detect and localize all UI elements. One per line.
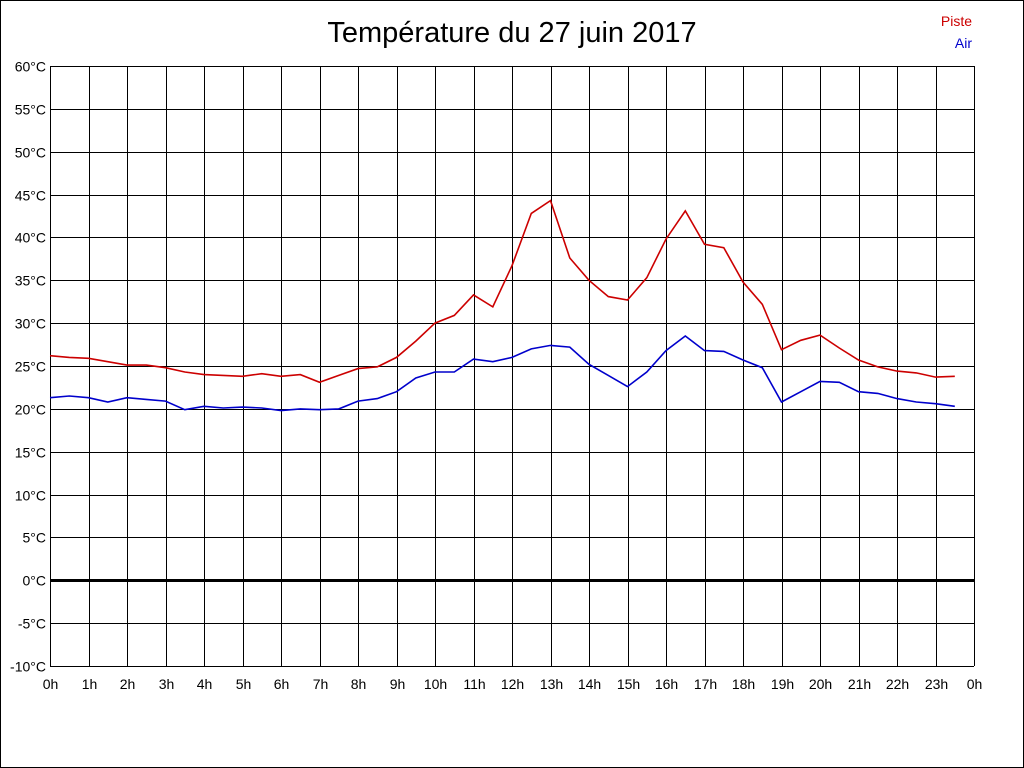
x-tick-label: 22h bbox=[886, 676, 909, 692]
y-tick-label: -10°C bbox=[10, 659, 46, 675]
x-tick-label: 3h bbox=[159, 676, 175, 692]
legend-piste: Piste bbox=[940, 13, 972, 29]
x-tick-label: 10h bbox=[424, 676, 447, 692]
x-tick-label: 17h bbox=[694, 676, 717, 692]
y-tick-label: 45°C bbox=[15, 188, 46, 204]
legend-air: Air bbox=[954, 35, 972, 51]
y-tick-label: 15°C bbox=[15, 445, 46, 461]
chart-title: Température du 27 juin 2017 bbox=[327, 17, 697, 49]
series-line-piste bbox=[49, 199, 955, 384]
y-tick-label: 55°C bbox=[15, 102, 46, 118]
y-tick-label: 40°C bbox=[15, 230, 46, 246]
x-tick-label: 4h bbox=[197, 676, 213, 692]
x-tick-label: 11h bbox=[463, 676, 485, 692]
y-tick-label: 0°C bbox=[23, 573, 47, 589]
x-tick-label: 16h bbox=[655, 676, 678, 692]
y-tick-label: 25°C bbox=[15, 359, 46, 375]
x-tick-label: 13h bbox=[540, 676, 563, 692]
grid bbox=[50, 66, 975, 667]
y-tick-label: 30°C bbox=[15, 316, 46, 332]
y-tick-label: 60°C bbox=[15, 59, 46, 75]
series-line-air bbox=[49, 334, 955, 412]
x-tick-label: 20h bbox=[809, 676, 832, 692]
y-tick-label: 5°C bbox=[23, 530, 47, 546]
x-tick-label: 7h bbox=[313, 676, 329, 692]
y-tick-label: 35°C bbox=[15, 273, 46, 289]
y-tick-label: -5°C bbox=[18, 616, 46, 632]
x-axis-labels: 0h 1h 2h 3h 4h 5h 6h 7h 8h 9h 10h 11h 12h 13h 14h 15h 16… bbox=[43, 676, 983, 692]
x-tick-label: 21h bbox=[848, 676, 871, 692]
x-tick-label: 6h bbox=[274, 676, 290, 692]
x-tick-label: 18h bbox=[732, 676, 755, 692]
x-tick-label: 23h bbox=[925, 676, 948, 692]
x-tick-label: 5h bbox=[236, 676, 252, 692]
y-tick-label: 20°C bbox=[15, 402, 46, 418]
x-tick-label: 9h bbox=[390, 676, 406, 692]
x-tick-label: 2h bbox=[120, 676, 136, 692]
x-tick-label: 1h bbox=[82, 676, 98, 692]
x-tick-label: 0h bbox=[43, 676, 59, 692]
x-tick-label: 15h bbox=[617, 676, 640, 692]
x-tick-label: 8h bbox=[351, 676, 367, 692]
x-tick-label: 12h bbox=[501, 676, 524, 692]
y-tick-label: 50°C bbox=[15, 145, 46, 161]
x-tick-label: 14h bbox=[578, 676, 601, 692]
x-tick-label: 0h bbox=[967, 676, 983, 692]
y-axis-labels: -10°C -5°C 0°C 5°C 10°C 15°C 20°C 25°C 30°C 35°C 4… bbox=[10, 59, 46, 675]
series-lines bbox=[49, 199, 955, 412]
y-tick-label: 10°C bbox=[15, 488, 46, 504]
x-tick-label: 19h bbox=[771, 676, 794, 692]
